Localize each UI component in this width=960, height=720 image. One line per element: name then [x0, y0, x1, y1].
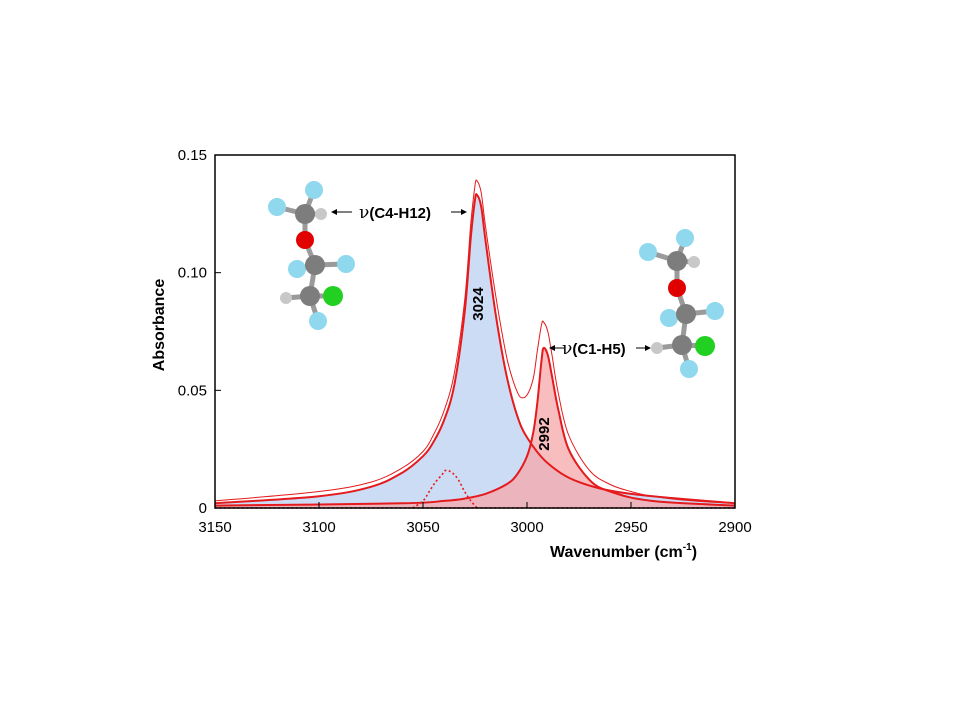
fluorine-atom — [660, 309, 678, 327]
chlorine-atom — [323, 286, 343, 306]
y-tick-label: 0.10 — [178, 265, 207, 282]
annotation-c4-h12-label: (C4-H12) — [369, 205, 431, 222]
band-3024-line — [214, 193, 736, 505]
peak-label-2992: 2992 — [536, 417, 553, 450]
fluorine-atom — [268, 198, 286, 216]
oxygen-atom — [668, 279, 686, 297]
annotation-c1-h5: ν(C1-H5) — [549, 339, 651, 359]
x-tick-label: 2900 — [718, 519, 751, 536]
y-tick-label: 0.15 — [178, 147, 207, 164]
annotation-c1-h5-label: (C1-H5) — [572, 341, 625, 358]
x-tick-label: 3150 — [198, 519, 231, 536]
peak-label-3024: 3024 — [470, 287, 487, 321]
fluorine-atom — [305, 181, 323, 199]
band-3024-area — [215, 194, 735, 508]
molecule-right — [639, 229, 724, 378]
carbon-atom — [300, 286, 320, 306]
y-tick-label: 0 — [199, 500, 207, 517]
x-tick-label: 3000 — [510, 519, 543, 536]
fluorine-atom — [309, 312, 327, 330]
band-fills — [215, 194, 735, 508]
fluorine-atom — [676, 229, 694, 247]
oxygen-atom — [296, 231, 314, 249]
x-tick-label: 3100 — [302, 519, 335, 536]
chlorine-atom — [695, 336, 715, 356]
annotation-c4-h12: ν(C4-H12) — [331, 203, 467, 223]
nu-symbol: ν — [359, 203, 369, 223]
y-axis: 0 0.05 0.10 0.15 — [178, 147, 221, 517]
carbon-atom — [676, 304, 696, 324]
plot-frame — [214, 154, 736, 509]
fluorine-atom — [639, 243, 657, 261]
hydrogen-atom — [688, 256, 700, 268]
x-axis-title-close: ) — [692, 544, 697, 561]
y-tick-label: 0.05 — [178, 382, 207, 399]
envelope-line — [214, 179, 736, 504]
carbon-atom — [667, 251, 687, 271]
annotation-arrowhead-right-2 — [645, 345, 651, 351]
hydrogen-atom — [651, 342, 663, 354]
band-2992-line — [214, 346, 736, 507]
minor-component-line — [412, 469, 478, 509]
x-tick-label: 2950 — [614, 519, 647, 536]
annotation-c1-h5-text: ν(C1-H5) — [562, 339, 626, 359]
molecule-left — [268, 181, 355, 330]
fluorine-atom — [288, 260, 306, 278]
hydrogen-atom — [315, 208, 327, 220]
fluorine-atom — [680, 360, 698, 378]
annotation-arrowhead-left-2 — [549, 345, 555, 351]
x-axis: 3150 3100 3050 3000 2950 2900 — [198, 502, 752, 536]
annotation-c4-h12-text: ν(C4-H12) — [359, 203, 431, 223]
y-axis-title: Absorbance — [151, 279, 168, 372]
carbon-atom — [295, 204, 315, 224]
carbon-atom — [672, 335, 692, 355]
x-axis-title-main: Wavenumber (cm — [550, 544, 683, 561]
fluorine-atom — [706, 302, 724, 320]
x-tick-label: 3050 — [406, 519, 439, 536]
annotation-arrowhead-right — [461, 209, 467, 215]
x-axis-title-sup: -1 — [683, 542, 692, 553]
hydrogen-atom — [280, 292, 292, 304]
nu-symbol-2: ν — [562, 339, 572, 359]
fluorine-atom — [337, 255, 355, 273]
annotation-arrowhead-left — [331, 209, 337, 215]
carbon-atom — [305, 255, 325, 275]
x-axis-title: Wavenumber (cm-1) — [550, 542, 697, 561]
